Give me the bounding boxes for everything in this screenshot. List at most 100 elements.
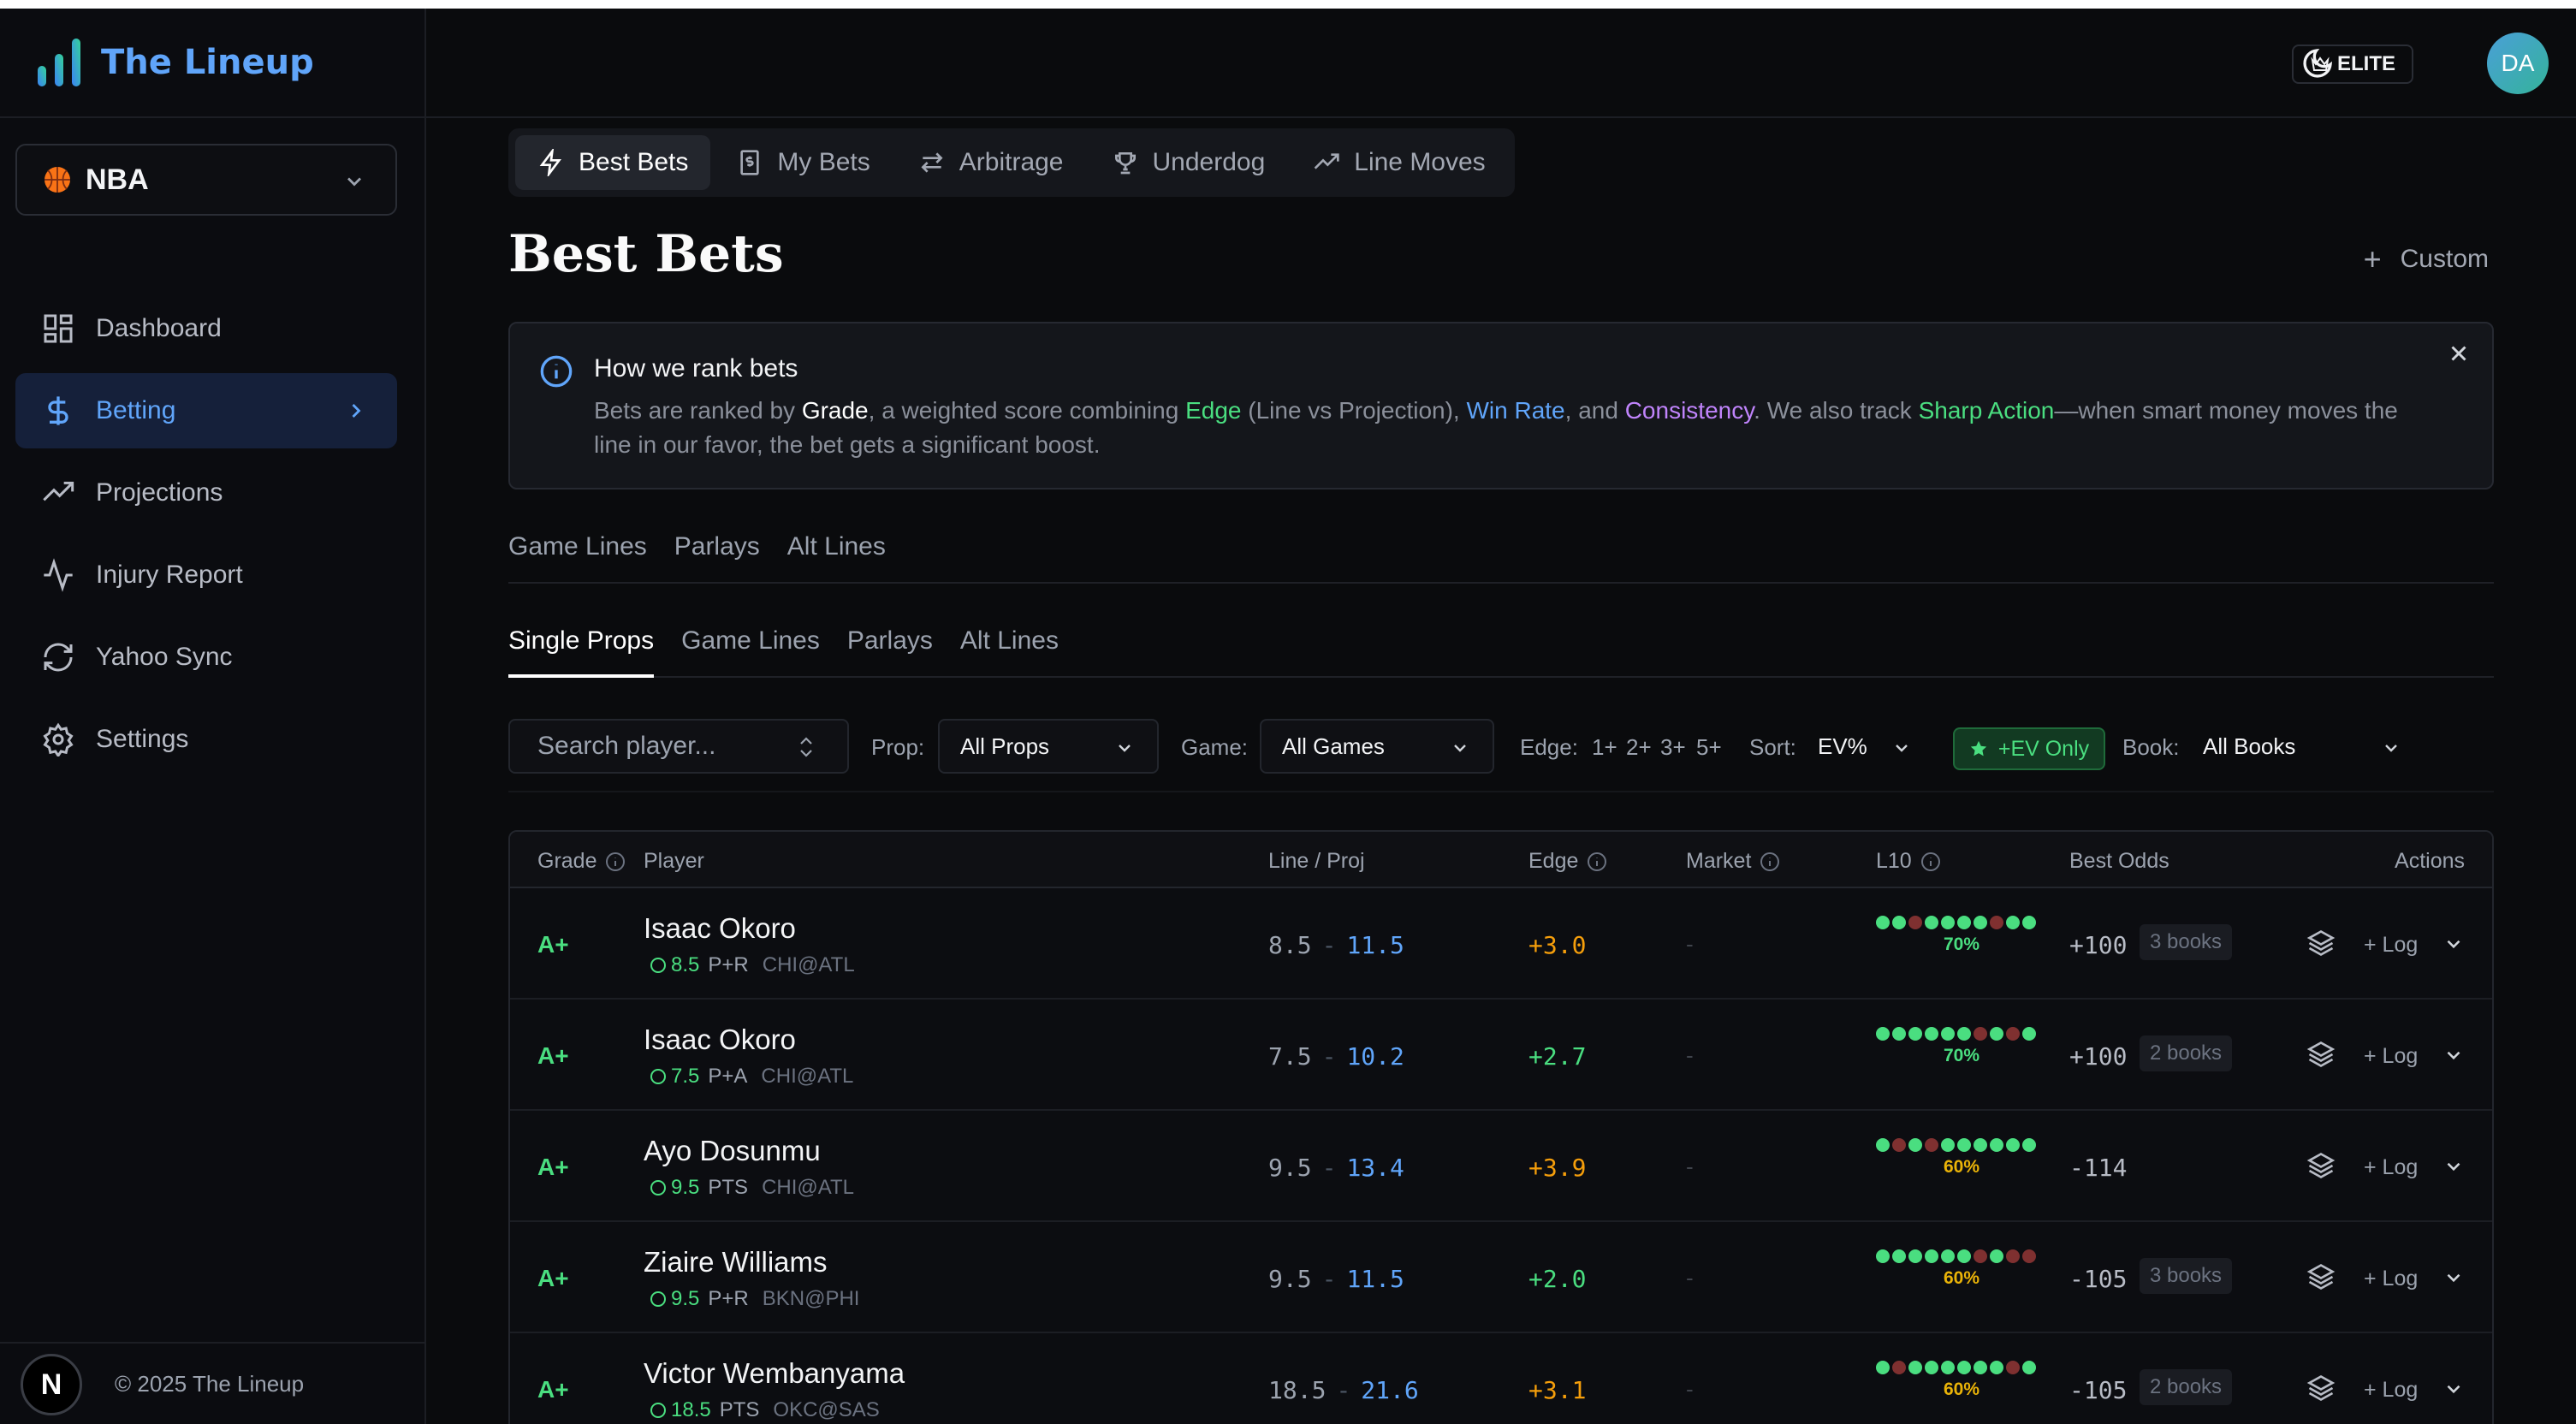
tab-arbitrage[interactable]: Arbitrage — [896, 135, 1086, 190]
layers-icon[interactable] — [2306, 1039, 2336, 1070]
sidebar-item-label: Yahoo Sync — [96, 643, 233, 671]
l10-indicator: 60% — [1876, 1361, 2047, 1400]
header-edge[interactable]: Edge — [1528, 849, 1607, 874]
ev-only-toggle[interactable]: +EV Only — [1953, 727, 2105, 770]
l10-percent: 60% — [1943, 1380, 1980, 1399]
search-input[interactable] — [510, 721, 767, 772]
refresh-icon — [44, 643, 73, 672]
sidebar-item-betting[interactable]: Betting — [15, 373, 397, 448]
table-row[interactable]: A+ Isaac Okoro 8.5 P+R CHI@ATL 8.5-11.5 +3.0-7… — [510, 888, 2492, 1000]
tab-parlays[interactable]: Parlays — [846, 626, 933, 655]
tab-single-props[interactable]: Single Props — [508, 626, 655, 678]
tab-game-lines[interactable]: Game Lines — [508, 532, 647, 561]
player-name[interactable]: Isaac Okoro — [644, 912, 796, 944]
layers-icon[interactable] — [2306, 1261, 2336, 1292]
edge-option-5[interactable]: 5+ — [1696, 734, 1722, 760]
books-badge[interactable]: 2 books — [2140, 1035, 2233, 1071]
sidebar-item-settings[interactable]: Settings — [15, 702, 397, 777]
table-row[interactable]: A+ Ayo Dosunmu 9.5 PTS CHI@ATL 9.5-13.4 +3.9-6… — [510, 1111, 2492, 1222]
moon-icon[interactable] — [2300, 46, 2335, 80]
chevron-down-icon[interactable] — [2442, 1044, 2465, 1066]
l10-miss-dot — [1908, 916, 1922, 929]
l10-miss-dot — [2006, 1249, 2020, 1263]
books-badge[interactable]: 3 books — [2140, 924, 2233, 960]
logo-bars-icon — [38, 39, 80, 86]
books-badge[interactable]: 3 books — [2140, 1258, 2233, 1294]
l10-hit-dot — [1941, 1138, 1955, 1152]
book-select[interactable]: All Books — [2181, 719, 2425, 774]
chevron-down-icon[interactable] — [2442, 1267, 2465, 1289]
l10-hit-dot — [2006, 1138, 2020, 1152]
l10-miss-dot — [2006, 1361, 2020, 1374]
avatar[interactable]: DA — [2487, 33, 2549, 94]
info-icon — [1588, 851, 1607, 871]
sport-select[interactable]: NBA — [15, 144, 397, 216]
header-player: Player — [644, 849, 704, 873]
table-row[interactable]: A+ Victor Wembanyama 18.5 PTS OKC@SAS 18.5-21… — [510, 1333, 2492, 1424]
sidebar-item-yahoo-sync[interactable]: Yahoo Sync — [15, 620, 397, 695]
chevron-down-icon[interactable] — [2442, 1378, 2465, 1400]
elite-badge[interactable]: ELITE — [2292, 44, 2413, 84]
header-grade[interactable]: Grade — [537, 849, 626, 874]
tab-alt-lines[interactable]: Alt Lines — [959, 626, 1059, 655]
n-badge[interactable]: N — [21, 1354, 82, 1415]
header-l10[interactable]: L10 — [1876, 849, 1941, 874]
l10-hit-dot — [1908, 1027, 1922, 1041]
sidebar-item-projections[interactable]: Projections — [15, 455, 397, 531]
chevron-down-icon — [2385, 745, 2397, 752]
plus-icon: + — [2363, 241, 2382, 276]
sidebar-item-dashboard[interactable]: Dashboard — [15, 291, 397, 366]
chevron-down-icon[interactable] — [2442, 933, 2465, 955]
window-top-edge — [0, 0, 2576, 9]
header-market[interactable]: Market — [1686, 849, 1780, 874]
log-button[interactable]: + Log — [2364, 1155, 2419, 1179]
l10-hit-dot — [1876, 1027, 1890, 1041]
l10-dots — [1876, 1138, 2047, 1152]
log-button[interactable]: + Log — [2364, 1044, 2419, 1068]
tab-alt-lines[interactable]: Alt Lines — [786, 532, 886, 561]
info-icon — [1760, 851, 1780, 871]
table-row[interactable]: A+ Ziaire Williams 9.5 P+R BKN@PHI 9.5-11.5 +2… — [510, 1222, 2492, 1333]
prop-select[interactable]: All Props — [938, 719, 1159, 774]
tab-my-bets[interactable]: My Bets — [714, 135, 892, 190]
close-icon[interactable] — [2446, 341, 2472, 366]
sidebar-item-label: Settings — [96, 725, 189, 753]
tab-parlays[interactable]: Parlays — [674, 532, 760, 561]
separator: - — [1321, 1154, 1337, 1182]
layers-icon[interactable] — [2306, 928, 2336, 958]
bet-type-tabs: Game Lines Parlays Alt Lines — [508, 532, 2494, 584]
custom-button[interactable]: + Custom — [2364, 238, 2489, 281]
edge-option-2[interactable]: 2+ — [1626, 734, 1652, 760]
tab-game-lines[interactable]: Game Lines — [681, 626, 820, 655]
layers-icon[interactable] — [2306, 1373, 2336, 1403]
player-name[interactable]: Ayo Dosunmu — [644, 1135, 821, 1166]
brand[interactable]: The Lineup — [0, 9, 424, 118]
bets-table: Grade Player Line / Proj Edge Market L10… — [508, 830, 2494, 1424]
player-name[interactable]: Victor Wembanyama — [644, 1357, 905, 1389]
books-badge[interactable]: 2 books — [2140, 1369, 2233, 1405]
tab-underdog[interactable]: Underdog — [1089, 135, 1288, 190]
prop-type: P+R — [708, 953, 749, 976]
tab-line-moves[interactable]: Line Moves — [1291, 135, 1507, 190]
sidebar-item-injury-report[interactable]: Injury Report — [15, 537, 397, 613]
player-name[interactable]: Ziaire Williams — [644, 1246, 828, 1278]
layers-icon[interactable] — [2306, 1150, 2336, 1181]
line-value: 9.5 — [1268, 1265, 1312, 1293]
edge-option-1[interactable]: 1+ — [1592, 734, 1617, 760]
sort-select[interactable]: EV% — [1795, 719, 1936, 774]
custom-label: Custom — [2400, 245, 2489, 273]
chevron-down-icon[interactable] — [2442, 1155, 2465, 1178]
header-actions: Actions — [2395, 849, 2465, 873]
game-select[interactable]: All Games — [1260, 719, 1494, 774]
edge-option-3[interactable]: 3+ — [1660, 734, 1686, 760]
page-title: Best Bets — [508, 224, 784, 284]
log-button[interactable]: + Log — [2364, 1378, 2419, 1402]
l10-percent: 60% — [1943, 1157, 1980, 1177]
l10-hit-dot — [1925, 1249, 1938, 1263]
tab-best-bets[interactable]: Best Bets — [515, 135, 711, 190]
log-button[interactable]: + Log — [2364, 933, 2419, 957]
log-button[interactable]: + Log — [2364, 1267, 2419, 1290]
table-row[interactable]: A+ Isaac Okoro 7.5 P+A CHI@ATL 7.5-10.2 +2.7-7… — [510, 1000, 2492, 1111]
player-name[interactable]: Isaac Okoro — [644, 1024, 796, 1055]
sidebar-item-label: Dashboard — [96, 314, 222, 342]
